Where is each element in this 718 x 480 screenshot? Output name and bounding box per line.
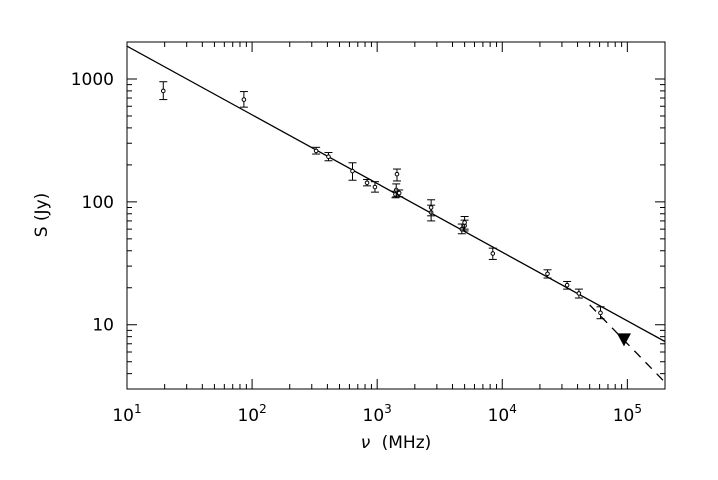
data-marker (428, 205, 434, 210)
x-tick-base: 10 (488, 406, 510, 426)
data-point (159, 81, 168, 101)
y-axis-label: S (Jy) (32, 193, 52, 238)
x-tick-label: 104 (488, 402, 517, 426)
data-marker (564, 282, 570, 288)
y-tick-label: 10 (92, 316, 114, 336)
data-marker (545, 271, 550, 277)
data-point (363, 179, 372, 187)
x-tick-label: 103 (363, 402, 392, 426)
data-point (543, 269, 552, 279)
x-tick-exponent: 2 (259, 402, 267, 416)
x-axis-label: ν (MHz) (361, 433, 432, 453)
data-marker (160, 88, 166, 94)
data-point (563, 280, 572, 290)
data-marker (350, 168, 355, 174)
data-marker (462, 220, 467, 225)
x-tick-label: 105 (613, 402, 642, 426)
x-tick-exponent: 4 (509, 402, 517, 416)
plot-frame (126, 41, 666, 390)
data-point (312, 146, 321, 155)
x-tick-exponent: 1 (134, 402, 142, 416)
x-tick-base: 10 (112, 406, 134, 426)
data-marker (598, 310, 603, 316)
data-point (392, 168, 401, 182)
x-tick-label: 101 (112, 402, 141, 426)
x-tick-base: 10 (363, 406, 385, 426)
data-point (427, 199, 436, 217)
data-point (460, 216, 469, 230)
x-axis-unit: (MHz) (382, 433, 432, 453)
data-point (574, 288, 583, 299)
x-tick-exponent: 3 (384, 402, 392, 416)
data-marker (241, 97, 247, 102)
data-marker (326, 154, 331, 160)
data-marker (396, 190, 402, 196)
extrapolation-dashed-line (589, 304, 665, 383)
data-marker (372, 184, 378, 190)
data-point (395, 189, 404, 198)
data-point (324, 152, 333, 162)
data-marker (364, 180, 370, 186)
y-tick-label: 1000 (71, 70, 114, 90)
data-marker (490, 251, 496, 256)
data-marker (576, 291, 582, 296)
x-tick-base: 10 (613, 406, 635, 426)
data-point (348, 162, 357, 181)
x-tick-base: 10 (237, 406, 259, 426)
data-point (596, 306, 605, 320)
axis-ticks (126, 41, 666, 390)
data-marker (313, 148, 319, 154)
upper-limit-marker (616, 333, 631, 347)
fit-lines (127, 45, 665, 383)
data-points (159, 81, 631, 347)
x-axis-symbol: ν (361, 433, 371, 453)
data-point (239, 91, 248, 108)
data-point (488, 247, 497, 260)
x-tick-exponent: 5 (634, 402, 642, 416)
data-point (370, 181, 379, 193)
y-tick-label: 100 (82, 193, 114, 213)
data-marker (394, 171, 400, 177)
x-tick-label: 102 (237, 402, 266, 426)
